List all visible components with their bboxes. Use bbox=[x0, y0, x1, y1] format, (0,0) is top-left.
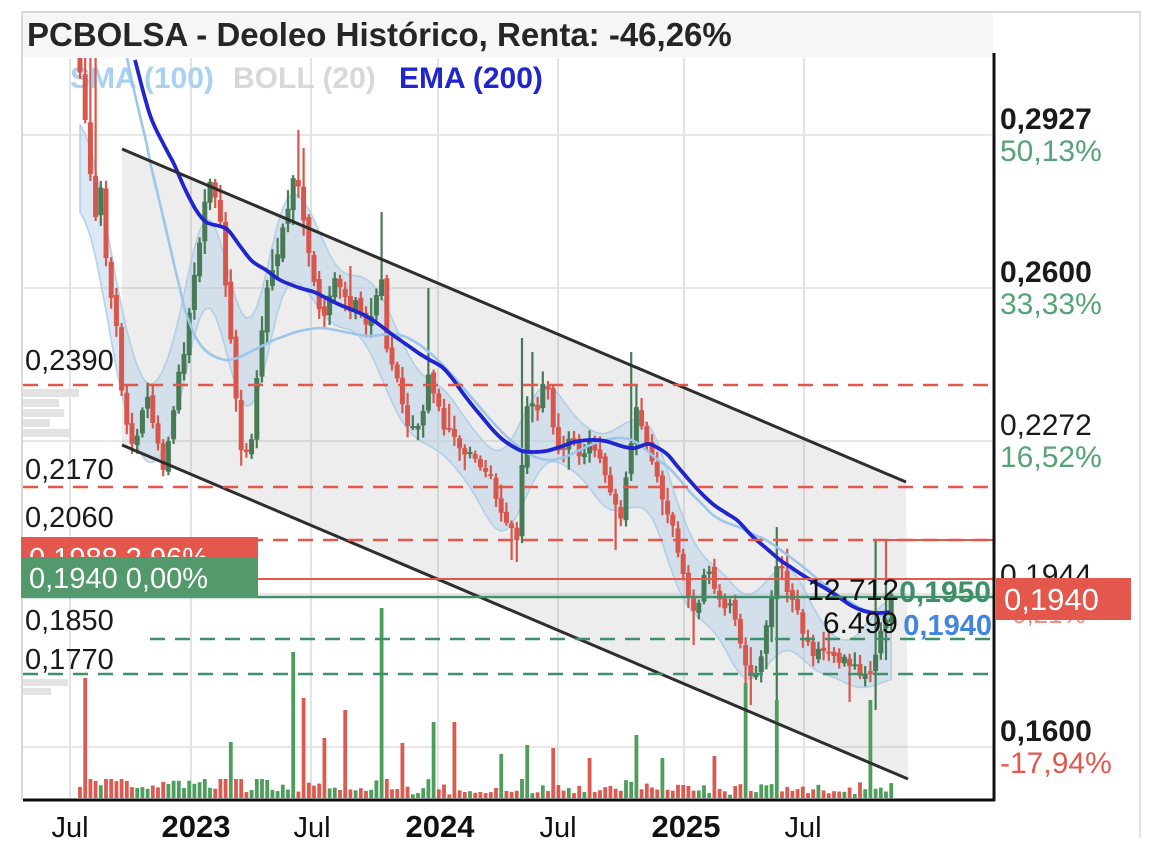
svg-text:0,2272: 0,2272 bbox=[1000, 409, 1092, 442]
svg-text:0,1940 0,00%: 0,1940 0,00% bbox=[29, 563, 208, 595]
svg-text:0,1940: 0,1940 bbox=[1004, 582, 1099, 617]
svg-text:16,52%: 16,52% bbox=[1000, 441, 1102, 474]
svg-text:0,2927: 0,2927 bbox=[1000, 103, 1092, 136]
svg-text:0,1988 2,96%: 0,1988 2,96% bbox=[29, 543, 208, 575]
svg-text:0,1600: 0,1600 bbox=[1000, 715, 1092, 748]
svg-text:BOLL (20): BOLL (20) bbox=[233, 62, 376, 95]
svg-text:EMA (200): EMA (200) bbox=[399, 62, 543, 95]
svg-text:0,1770: 0,1770 bbox=[25, 644, 114, 676]
svg-text:Jul: Jul bbox=[51, 812, 88, 844]
svg-text:0,2390: 0,2390 bbox=[25, 345, 114, 377]
svg-text:Jul: Jul bbox=[539, 812, 576, 844]
svg-text:33,33%: 33,33% bbox=[1000, 288, 1102, 321]
svg-text:50,13%: 50,13% bbox=[1000, 135, 1102, 168]
svg-text:Jul: Jul bbox=[293, 812, 330, 844]
svg-text:2025: 2025 bbox=[652, 809, 721, 844]
svg-text:12.712: 12.712 bbox=[807, 574, 899, 607]
svg-text:2024: 2024 bbox=[406, 809, 476, 844]
svg-text:Jul: Jul bbox=[784, 812, 821, 844]
svg-text:0,1950: 0,1950 bbox=[899, 576, 991, 609]
svg-text:2023: 2023 bbox=[162, 809, 231, 844]
svg-text:0,2600: 0,2600 bbox=[1000, 256, 1092, 289]
svg-text:6.499: 6.499 bbox=[823, 607, 898, 640]
svg-text:0,2170: 0,2170 bbox=[25, 454, 114, 486]
svg-text:0,1940: 0,1940 bbox=[903, 610, 992, 642]
svg-text:PCBOLSA - Deoleo Histórico, Re: PCBOLSA - Deoleo Histórico, Renta: -46,2… bbox=[27, 16, 732, 53]
svg-text:0,2060: 0,2060 bbox=[25, 502, 114, 534]
svg-text:0,1850: 0,1850 bbox=[25, 605, 114, 637]
svg-text:-17,94%: -17,94% bbox=[1000, 747, 1112, 780]
